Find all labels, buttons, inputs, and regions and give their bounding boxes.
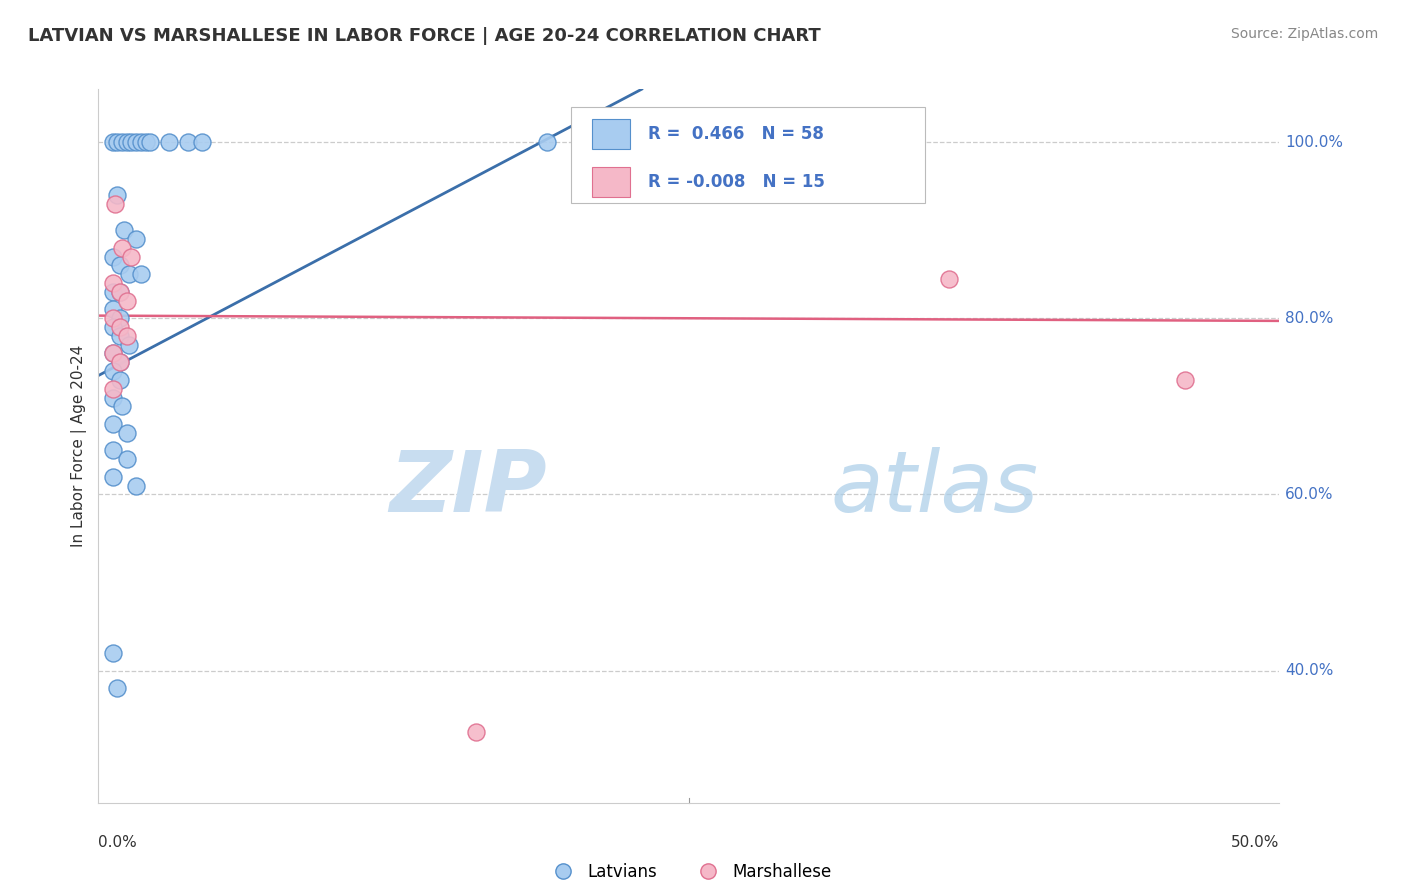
Point — [101, 470, 124, 484]
Text: R =  0.466   N = 58: R = 0.466 N = 58 — [648, 125, 824, 143]
FancyBboxPatch shape — [592, 119, 630, 148]
Point — [121, 250, 143, 264]
Point — [108, 320, 131, 334]
Point — [1174, 373, 1197, 387]
Point — [111, 400, 134, 414]
Point — [108, 373, 131, 387]
Point — [101, 285, 124, 299]
Point — [125, 478, 148, 492]
Point — [111, 241, 134, 255]
Point — [135, 135, 157, 149]
Point — [101, 346, 124, 360]
Point — [101, 382, 124, 396]
Y-axis label: In Labor Force | Age 20-24: In Labor Force | Age 20-24 — [72, 345, 87, 547]
Point — [101, 443, 124, 458]
Point — [108, 355, 131, 369]
Point — [108, 311, 131, 326]
Point — [105, 681, 128, 696]
Text: atlas: atlas — [831, 447, 1039, 531]
Text: Source: ZipAtlas.com: Source: ZipAtlas.com — [1230, 27, 1378, 41]
Point — [938, 271, 960, 285]
Point — [115, 135, 138, 149]
Point — [101, 346, 124, 360]
Point — [115, 425, 138, 440]
Text: R = -0.008   N = 15: R = -0.008 N = 15 — [648, 173, 824, 191]
Point — [111, 135, 134, 149]
Text: 0.0%: 0.0% — [98, 836, 138, 850]
Point — [108, 355, 131, 369]
Point — [118, 267, 141, 281]
Point — [108, 285, 131, 299]
Point — [105, 188, 128, 202]
Point — [115, 293, 138, 308]
Text: 60.0%: 60.0% — [1285, 487, 1334, 502]
Point — [121, 135, 143, 149]
Point — [101, 364, 124, 378]
Point — [101, 311, 124, 326]
Point — [115, 329, 138, 343]
Point — [115, 452, 138, 467]
Point — [583, 135, 606, 149]
Point — [101, 391, 124, 405]
Point — [108, 285, 131, 299]
Point — [104, 196, 127, 211]
Point — [101, 320, 124, 334]
Point — [129, 135, 152, 149]
Legend: Latvians, Marshallese: Latvians, Marshallese — [540, 856, 838, 888]
Point — [465, 725, 488, 739]
Point — [108, 259, 131, 273]
Point — [157, 135, 180, 149]
Point — [177, 135, 200, 149]
Point — [101, 135, 124, 149]
Text: 80.0%: 80.0% — [1285, 310, 1334, 326]
Point — [125, 135, 148, 149]
Point — [191, 135, 214, 149]
Text: 40.0%: 40.0% — [1285, 663, 1334, 678]
FancyBboxPatch shape — [571, 107, 925, 203]
Point — [101, 646, 124, 660]
Point — [536, 135, 558, 149]
Point — [112, 223, 135, 237]
Text: 50.0%: 50.0% — [1232, 836, 1279, 850]
Point — [101, 250, 124, 264]
FancyBboxPatch shape — [592, 167, 630, 196]
Text: ZIP: ZIP — [389, 447, 547, 531]
Point — [101, 276, 124, 290]
Text: 100.0%: 100.0% — [1285, 135, 1343, 150]
Point — [118, 337, 141, 351]
Point — [125, 232, 148, 246]
Point — [108, 329, 131, 343]
Point — [139, 135, 162, 149]
Point — [129, 267, 152, 281]
Point — [105, 135, 128, 149]
Point — [101, 302, 124, 317]
Point — [101, 417, 124, 431]
Text: LATVIAN VS MARSHALLESE IN LABOR FORCE | AGE 20-24 CORRELATION CHART: LATVIAN VS MARSHALLESE IN LABOR FORCE | … — [28, 27, 821, 45]
